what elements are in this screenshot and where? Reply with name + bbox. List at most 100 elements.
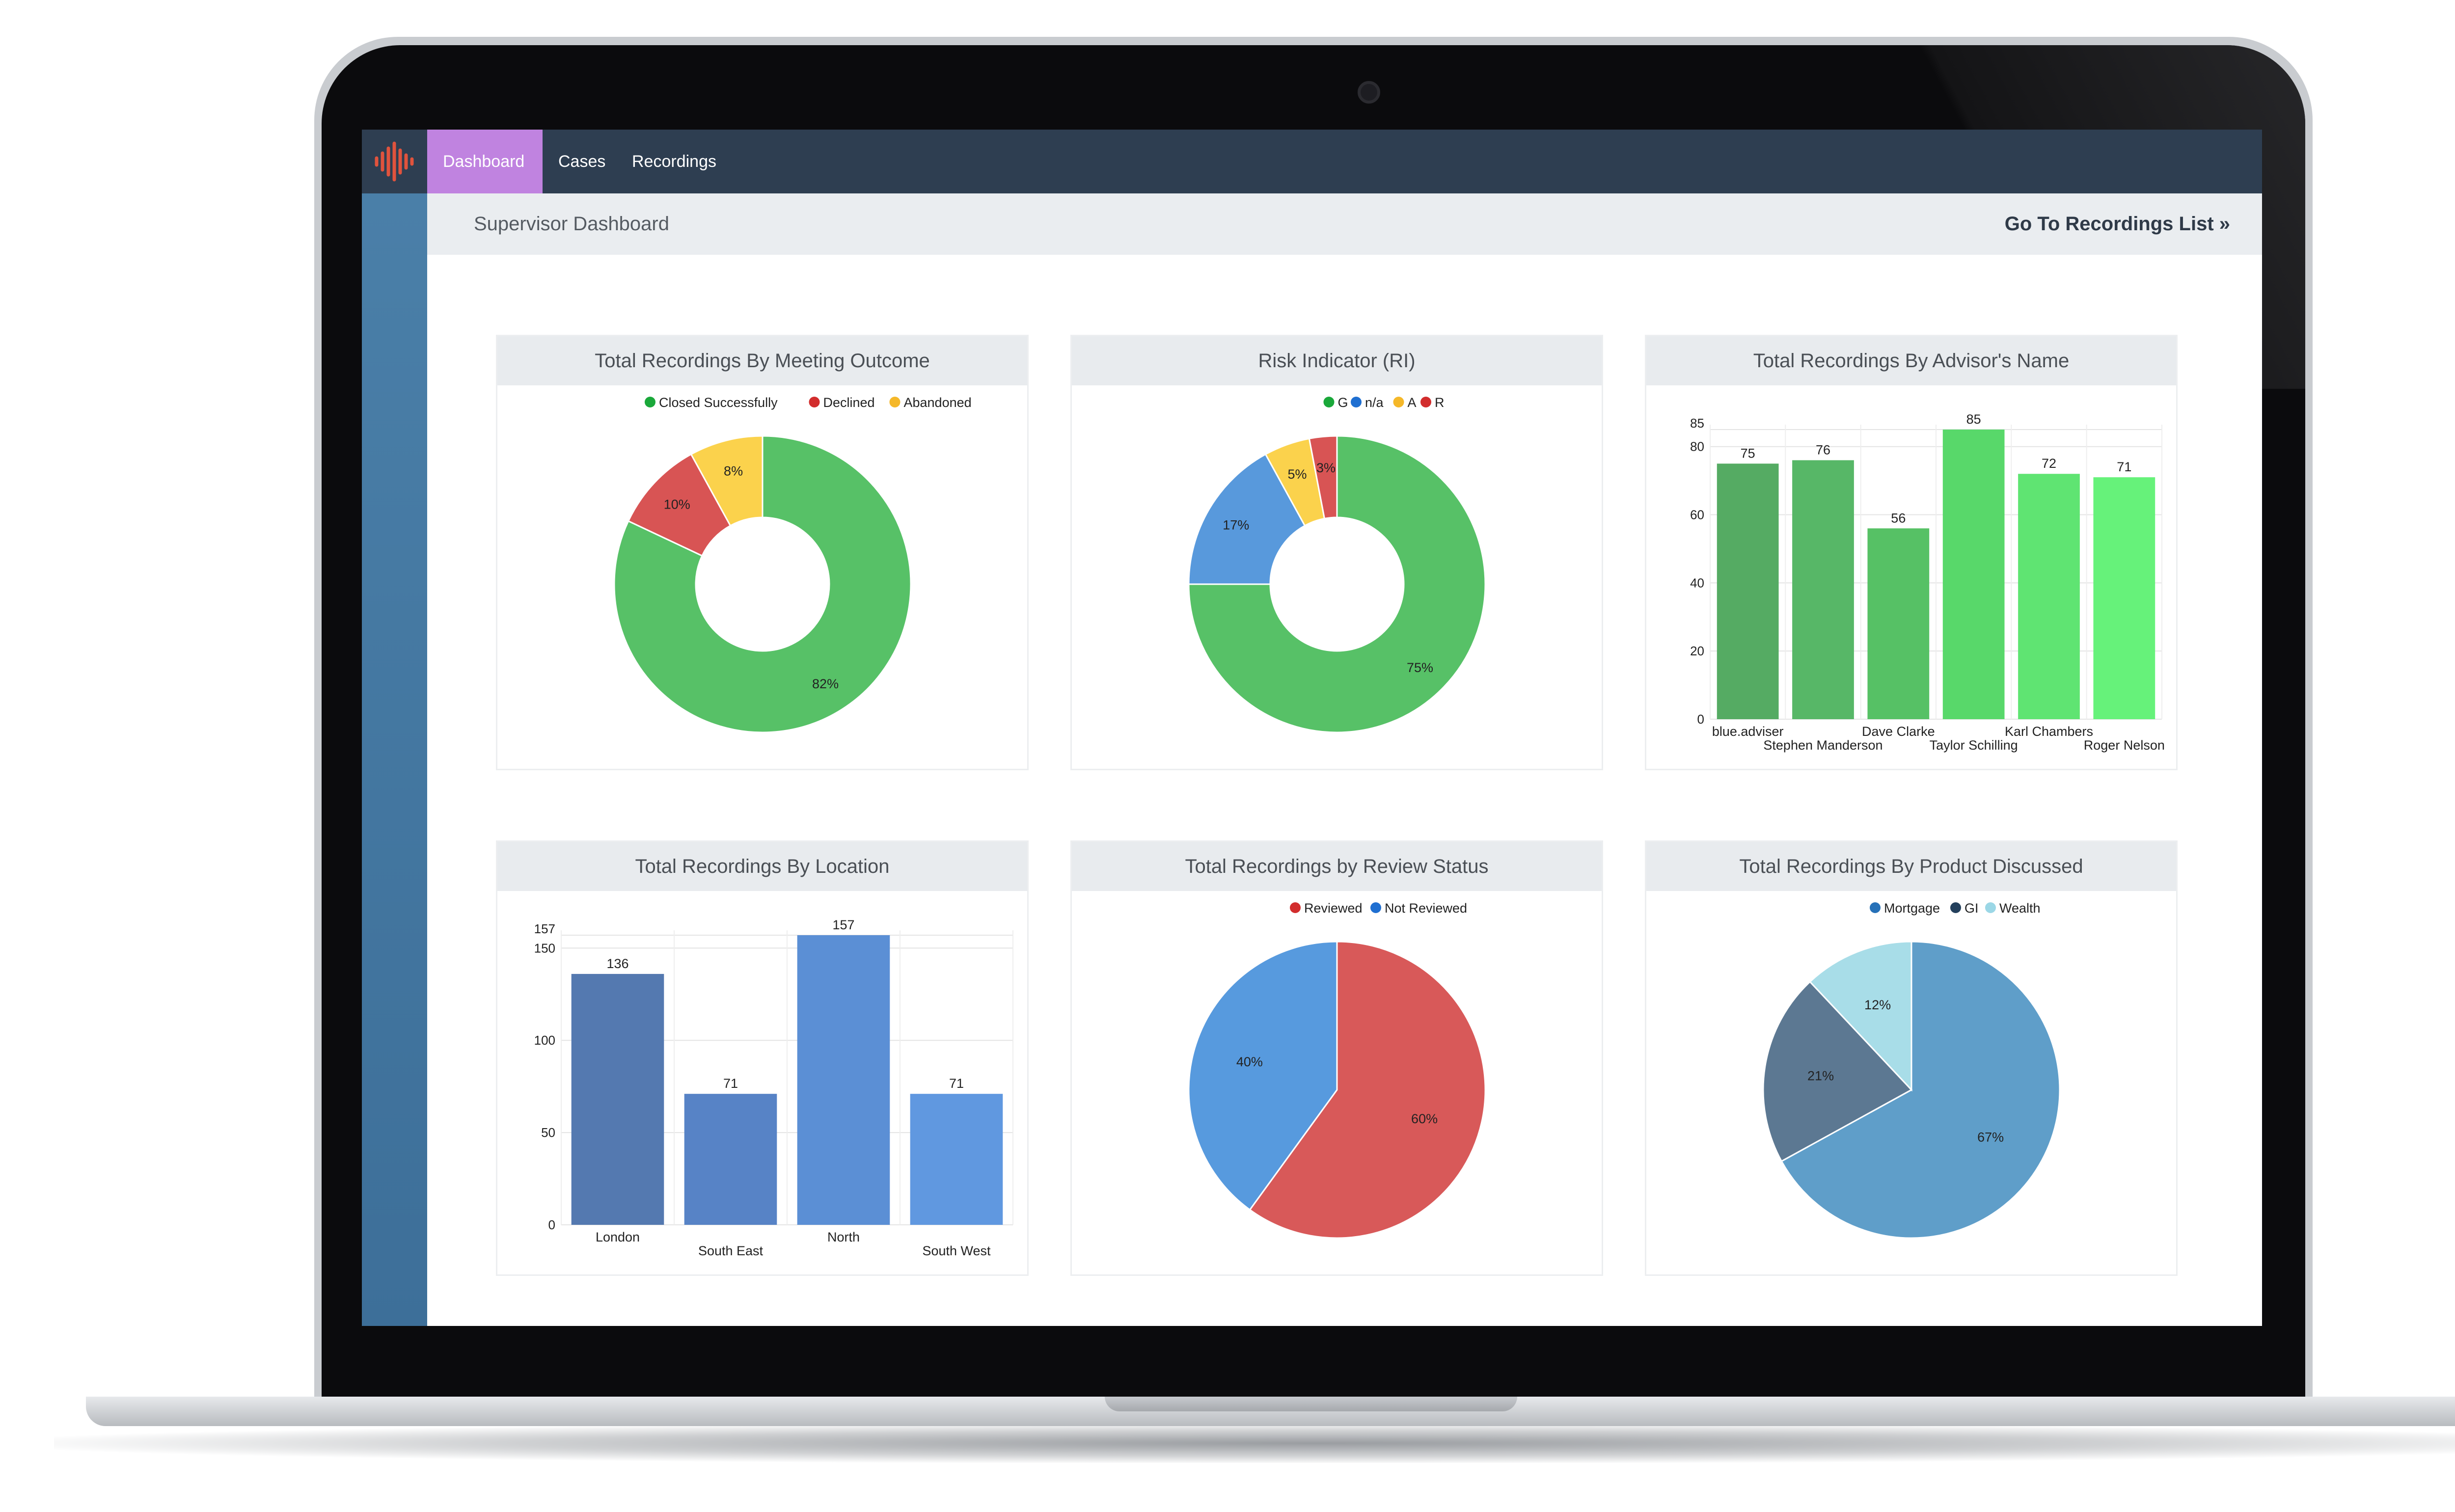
pie-slice xyxy=(1762,980,1913,1162)
bar-value-label: 71 xyxy=(2117,459,2131,474)
x-tick-label: South West xyxy=(922,1243,991,1258)
legend-label: n/a xyxy=(1365,395,1384,410)
slice-label: 17% xyxy=(1223,517,1249,532)
legend-label: Declined xyxy=(823,395,875,410)
bar xyxy=(910,1094,1003,1225)
x-tick-label: South East xyxy=(698,1243,764,1258)
laptop-shadow xyxy=(54,1424,2455,1463)
bar-value-label: 76 xyxy=(1816,442,1830,457)
y-tick-label: 50 xyxy=(541,1125,555,1140)
slice-label: 3% xyxy=(1316,460,1336,475)
pie-chart-product: Mortgage GI Wealth 67% 21% 12% xyxy=(1762,901,2061,1239)
legend-dot xyxy=(1870,902,1881,913)
waveform-logo-icon[interactable] xyxy=(362,130,427,193)
bar xyxy=(1867,528,1930,719)
card-location: Total Recordings By Location 0 50 100 150 15… xyxy=(496,840,1029,1276)
pie-slice xyxy=(1809,941,1912,1092)
card-title: Total Recordings By Product Discussed xyxy=(1646,842,2176,891)
legend-dot xyxy=(809,397,820,407)
x-tick-label: London xyxy=(596,1230,640,1244)
legend-label: GI xyxy=(1964,901,1979,916)
legend-label: R xyxy=(1435,395,1445,410)
legend-dot xyxy=(1351,397,1362,407)
pie-slice xyxy=(1780,941,2061,1239)
tab-dashboard[interactable]: Dashboard xyxy=(427,130,543,193)
legend-label: Not Reviewed xyxy=(1385,901,1467,916)
legend-label: Wealth xyxy=(1999,901,2041,916)
bar xyxy=(571,973,664,1225)
slice-label: 67% xyxy=(1977,1130,2004,1144)
tab-cases[interactable]: Cases xyxy=(558,152,606,171)
bar xyxy=(797,935,890,1225)
page-title: Supervisor Dashboard xyxy=(474,213,669,235)
pie-chart-review-status: Reviewed Not Reviewed 60% 40% xyxy=(1188,901,1486,1239)
bar xyxy=(2093,477,2155,719)
slice-label: 75% xyxy=(1407,660,1433,675)
bar-value-label: 72 xyxy=(2042,456,2056,471)
bar xyxy=(1942,430,2005,719)
pie-slice xyxy=(690,435,764,527)
slice-label: 12% xyxy=(1864,998,1891,1012)
card-meeting-outcome: Total Recordings By Meeting Outcome Clos… xyxy=(496,335,1029,770)
card-title: Total Recordings By Advisor's Name xyxy=(1646,336,2176,385)
bar-value-label: 157 xyxy=(832,918,854,932)
legend-label: Abandoned xyxy=(904,395,972,410)
legend-dot xyxy=(889,397,900,407)
top-navbar: Dashboard Cases Recordings xyxy=(362,130,2262,193)
bar-value-label: 75 xyxy=(1741,446,1755,460)
sidebar xyxy=(362,193,427,1326)
bar-value-label: 56 xyxy=(1891,511,1906,525)
card-advisor-name: Total Recordings By Advisor's Name 0 20 40… xyxy=(1645,335,2178,770)
y-tick-label: 150 xyxy=(534,941,555,955)
bar xyxy=(1792,460,1854,719)
pie-slice xyxy=(1188,453,1306,585)
legend-label: G xyxy=(1338,395,1348,410)
y-tick-label: 0 xyxy=(548,1217,555,1232)
x-tick-label: Roger Nelson xyxy=(2084,738,2165,753)
legend-dot xyxy=(645,397,655,407)
donut-chart-meeting-outcome: Closed Successfully Declined Abandoned 82% 1… xyxy=(613,395,972,733)
pie-slice xyxy=(613,435,912,733)
pie-slice xyxy=(1188,435,1486,733)
x-tick-label: Stephen Manderson xyxy=(1763,738,1882,753)
pie-slice xyxy=(1249,941,1486,1239)
card-review-status: Total Recordings by Review Status Review… xyxy=(1070,840,1603,1276)
page-header: Supervisor Dashboard Go To Recordings Li… xyxy=(427,193,2262,255)
card-product-discussed: Total Recordings By Product Discussed Mo… xyxy=(1645,840,2178,1276)
bar-value-label: 71 xyxy=(723,1076,738,1091)
legend-dot xyxy=(1370,902,1381,913)
pie-slice xyxy=(1308,435,1338,520)
card-title: Total Recordings By Meeting Outcome xyxy=(497,336,1027,385)
webcam xyxy=(1358,81,1380,104)
y-tick-label: 60 xyxy=(1690,508,1704,522)
y-tick-label: 80 xyxy=(1690,439,1704,454)
legend-dot xyxy=(1323,397,1335,407)
tab-recordings[interactable]: Recordings xyxy=(632,152,716,171)
y-tick-label: 85 xyxy=(1690,416,1704,431)
y-tick-label: 40 xyxy=(1690,575,1704,590)
y-tick-label: 0 xyxy=(1697,712,1704,727)
legend-label: A xyxy=(1408,395,1417,410)
bar-value-label: 71 xyxy=(949,1076,964,1091)
bar-chart-advisor: 0 20 40 60 80 85 75 blue.adviser 76 Stephen Mande… xyxy=(1690,412,2165,753)
laptop-notch xyxy=(1105,1397,1517,1411)
bar-value-label: 136 xyxy=(606,956,628,971)
legend-label: Reviewed xyxy=(1304,901,1363,916)
slice-label: 60% xyxy=(1411,1111,1438,1126)
bar xyxy=(684,1094,777,1225)
pie-slice xyxy=(1188,941,1338,1211)
legend-label: Closed Successfully xyxy=(659,395,778,410)
legend-dot xyxy=(1950,902,1961,913)
y-tick-label: 100 xyxy=(534,1033,555,1048)
x-tick-label: Dave Clarke xyxy=(1862,724,1935,739)
x-tick-label: North xyxy=(827,1230,860,1244)
card-title: Total Recordings By Location xyxy=(497,842,1027,891)
x-tick-label: Karl Chambers xyxy=(2005,724,2093,739)
y-tick-label: 20 xyxy=(1690,644,1704,658)
bar-chart-location: 0 50 100 150 157 136 London 71 South East 157 Nort… xyxy=(534,918,1013,1258)
slice-label: 10% xyxy=(664,497,690,512)
go-to-recordings-link[interactable]: Go To Recordings List » xyxy=(2004,213,2230,235)
app-screen: Dashboard Cases Recordings Supervisor Da… xyxy=(362,130,2262,1326)
